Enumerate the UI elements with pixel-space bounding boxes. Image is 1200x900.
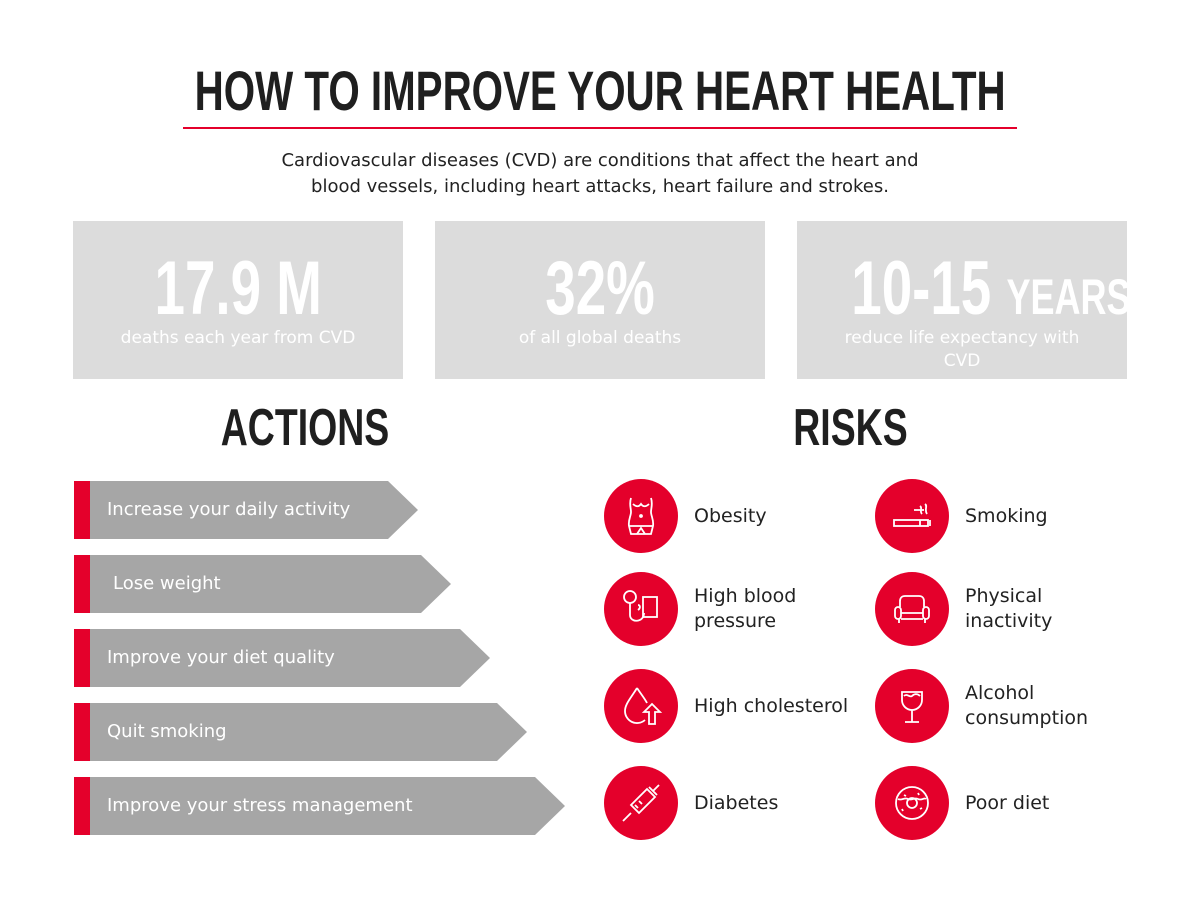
action-item: Lose weight <box>74 555 451 613</box>
action-item: Improve your diet quality <box>74 629 490 687</box>
cigarette-icon <box>875 479 949 553</box>
action-item: Quit smoking <box>74 703 527 761</box>
title-divider <box>183 127 1017 129</box>
risk-item: Smoking <box>875 479 1135 553</box>
risk-item: High blood pressure <box>604 572 864 646</box>
risk-item: Obesity <box>604 479 864 553</box>
subtitle: Cardiovascular diseases (CVD) are condit… <box>281 150 919 197</box>
action-marker <box>74 555 90 613</box>
risks-heading: RISKS <box>792 399 908 457</box>
stat-label: deaths each year from CVD <box>120 328 356 348</box>
stat-value: 32% <box>545 246 655 331</box>
risk-item: Poor diet <box>875 766 1135 840</box>
stat-label: reduce life expectancy with CVD <box>844 328 1080 371</box>
action-marker <box>74 629 90 687</box>
drop-arrow-icon <box>604 669 678 743</box>
stat-label: of all global deaths <box>518 328 682 348</box>
stat-value: 17.9 M <box>154 246 322 331</box>
wine-glass-icon <box>875 669 949 743</box>
action-marker <box>74 777 90 835</box>
stat-value: 10-15 YEARS <box>851 246 1131 331</box>
stat-box-percent: 32% of all global deaths <box>435 221 765 379</box>
donut-icon <box>875 766 949 840</box>
action-marker <box>74 703 90 761</box>
page-title: HOW TO IMPROVE YOUR HEART HEALTH <box>194 59 1006 122</box>
blood-pressure-icon <box>604 572 678 646</box>
obesity-icon <box>604 479 678 553</box>
stat-box-deaths: 17.9 M deaths each year from CVD <box>73 221 403 379</box>
risk-item: High cholesterol <box>604 669 864 743</box>
sofa-icon <box>875 572 949 646</box>
stat-box-years: 10-15 YEARS reduce life expectancy with … <box>797 221 1131 379</box>
syringe-icon <box>604 766 678 840</box>
risk-item: Alcohol consumption <box>875 669 1135 743</box>
action-marker <box>74 481 90 539</box>
risk-item: Physical inactivity <box>875 572 1135 646</box>
risk-item: Diabetes <box>604 766 864 840</box>
action-item: Improve your stress management <box>74 777 565 835</box>
actions-heading: ACTIONS <box>220 399 390 457</box>
action-item: Increase your daily activity <box>74 481 418 539</box>
